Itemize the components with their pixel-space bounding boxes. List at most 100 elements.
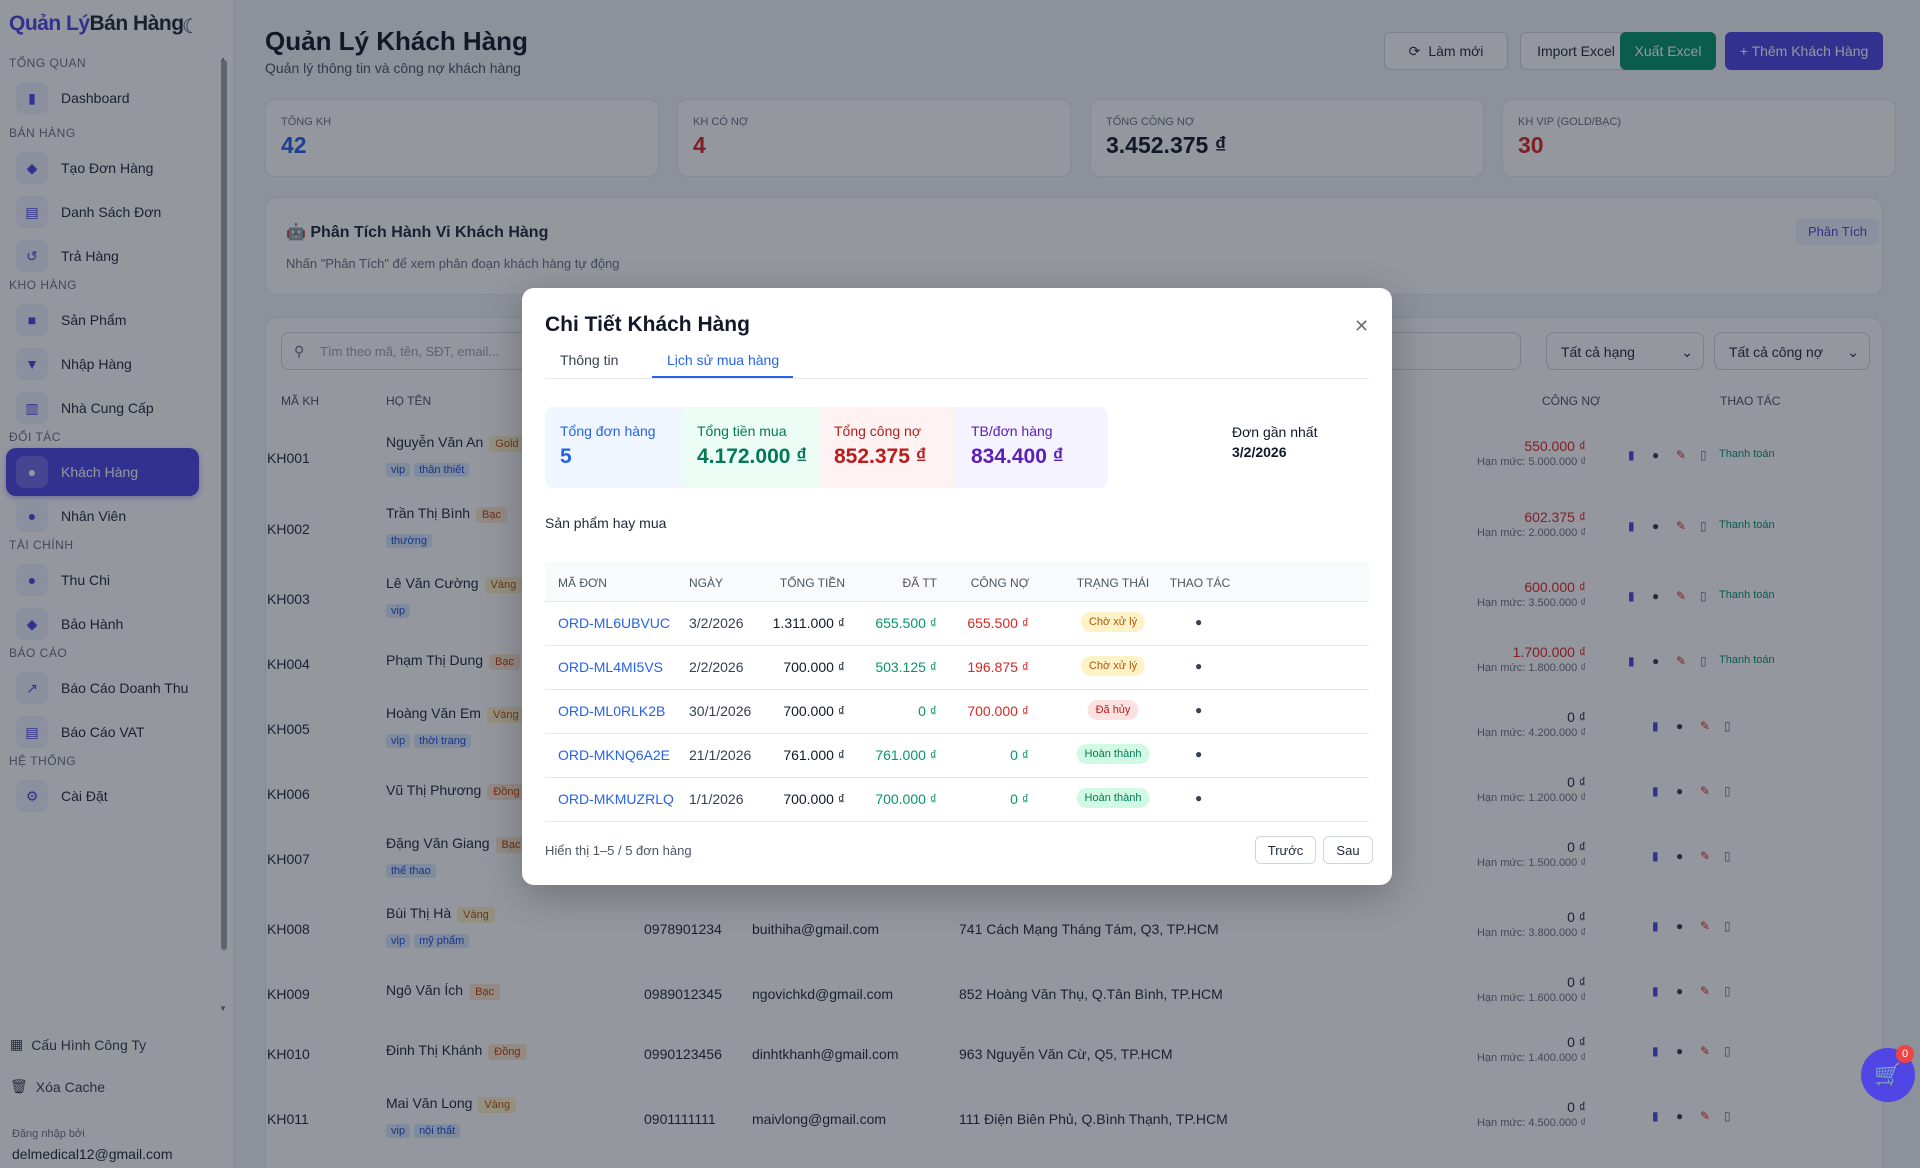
view-order-icon[interactable]: ● <box>1195 615 1203 629</box>
edit-icon[interactable]: ✎ <box>1676 589 1687 603</box>
sidebar-item-12[interactable]: ↺ Trả Hàng <box>6 232 199 280</box>
eye-icon[interactable]: ● <box>1676 984 1684 998</box>
table-row: KH009 Ngô Văn Ích Bạc 0989012345 ngovichkd@g… <box>266 966 1884 1026</box>
rank-filter-select[interactable]: Tất cả hạng ⌄ <box>1546 332 1704 370</box>
sidebar-scrollbar[interactable] <box>221 60 227 950</box>
order-code-link[interactable]: ORD-MKNQ6A2E <box>558 747 671 763</box>
pay-button[interactable]: Thanh toán <box>1719 448 1775 460</box>
scroll-down-arrow[interactable]: ▼ <box>219 1004 227 1013</box>
trash-icon[interactable]: ▯ <box>1724 719 1731 733</box>
view-order-icon[interactable]: ● <box>1195 703 1203 717</box>
sidebar-item-50[interactable]: ↗ Báo Cáo Doanh Thu <box>6 664 199 712</box>
trash-icon[interactable]: ▯ <box>1724 1109 1731 1123</box>
sidebar-item-11[interactable]: ▤ Danh Sách Đơn <box>6 188 199 236</box>
refresh-button[interactable]: ⟳ Làm mới <box>1384 32 1508 70</box>
pay-button[interactable]: Thanh toán <box>1719 519 1775 531</box>
view-order-icon[interactable]: ● <box>1195 791 1203 805</box>
scroll-up-arrow[interactable]: ▲ <box>219 55 227 64</box>
view-order-icon[interactable]: ● <box>1195 747 1203 761</box>
company-config-link[interactable]: ▦ Cấu Hình Công Ty <box>10 1036 146 1053</box>
eye-icon[interactable]: ● <box>1676 849 1684 863</box>
edit-icon[interactable]: ✎ <box>1700 719 1711 733</box>
sidebar-item-21[interactable]: ▼ Nhập Hàng <box>6 340 199 388</box>
chart-icon[interactable]: ▮ <box>1628 519 1635 533</box>
trash-icon[interactable]: ▯ <box>1724 1044 1731 1058</box>
chart-icon[interactable]: ▮ <box>1628 589 1635 603</box>
order-code-link[interactable]: ORD-ML0RLK2B <box>558 703 666 719</box>
chart-icon[interactable]: ▮ <box>1652 784 1659 798</box>
sidebar-item-30[interactable]: ● Khách Hàng <box>6 448 199 496</box>
sidebar-item-10[interactable]: ◆ Tạo Đơn Hàng <box>6 144 199 192</box>
tab-purchase-history[interactable]: Lịch sử mua hàng <box>667 352 780 368</box>
chart-icon[interactable]: ▮ <box>1652 1109 1659 1123</box>
trash-icon[interactable]: ▯ <box>1700 589 1707 603</box>
eye-icon[interactable]: ● <box>1676 1109 1684 1123</box>
edit-icon[interactable]: ✎ <box>1700 1109 1711 1123</box>
sidebar-item-31[interactable]: ● Nhân Viên <box>6 492 199 540</box>
tab-info[interactable]: Thông tin <box>560 352 619 368</box>
sidebar-item-60[interactable]: ⚙ Cài Đặt <box>6 772 199 820</box>
trash-icon[interactable]: ▯ <box>1700 519 1707 533</box>
trash-icon[interactable]: ▯ <box>1700 448 1707 462</box>
eye-icon[interactable]: ● <box>1652 448 1660 462</box>
edit-icon[interactable]: ✎ <box>1700 919 1711 933</box>
sidebar-item-22[interactable]: ▥ Nhà Cung Cấp <box>6 384 199 432</box>
chart-icon[interactable]: ▮ <box>1628 448 1635 462</box>
sidebar-item-51[interactable]: ▤ Báo Cáo VAT <box>6 708 199 756</box>
eye-icon[interactable]: ● <box>1652 654 1660 668</box>
order-code-link[interactable]: ORD-MKMUZRLQ <box>558 791 674 807</box>
edit-icon[interactable]: ✎ <box>1676 519 1687 533</box>
eye-icon[interactable]: ● <box>1676 919 1684 933</box>
edit-icon[interactable]: ✎ <box>1676 448 1687 462</box>
eye-icon[interactable]: ● <box>1676 784 1684 798</box>
trash-icon[interactable]: ▯ <box>1724 984 1731 998</box>
debt-filter-select[interactable]: Tất cả công nợ ⌄ <box>1714 332 1870 370</box>
edit-icon[interactable]: ✎ <box>1700 984 1711 998</box>
pay-button[interactable]: Thanh toán <box>1719 589 1775 601</box>
import-excel-button[interactable]: Import Excel <box>1520 32 1632 70</box>
analyze-button[interactable]: Phân Tích <box>1796 218 1880 245</box>
prev-page-button[interactable]: Trước <box>1255 836 1316 864</box>
add-customer-button[interactable]: + Thêm Khách Hàng <box>1725 32 1883 70</box>
clear-cache-link[interactable]: 🗑 Xóa Cache <box>10 1078 105 1095</box>
dark-mode-icon[interactable]: ☾ <box>182 16 200 38</box>
export-excel-button[interactable]: Xuất Excel <box>1620 32 1716 70</box>
edit-icon[interactable]: ✎ <box>1700 784 1711 798</box>
eye-icon[interactable]: ● <box>1676 719 1684 733</box>
sidebar-item-40[interactable]: ● Thu Chi <box>6 556 199 604</box>
chart-icon[interactable]: ▮ <box>1652 919 1659 933</box>
order-total: 700.000 ₫ <box>783 703 845 719</box>
eye-icon[interactable]: ● <box>1652 589 1660 603</box>
trash-icon[interactable]: ▯ <box>1724 919 1731 933</box>
order-code-link[interactable]: ORD-ML6UBVUC <box>558 615 671 631</box>
edit-icon[interactable]: ✎ <box>1700 849 1711 863</box>
eye-icon[interactable]: ● <box>1676 1044 1684 1058</box>
close-icon[interactable]: ✕ <box>1354 316 1370 336</box>
floating-cart-button[interactable]: 🛒 <box>1861 1048 1915 1102</box>
sidebar-item-20[interactable]: ■ Sản Phẩm <box>6 296 199 344</box>
stat-card: TỔNG CÔNG NỢ 3.452.375 ₫ <box>1090 99 1484 177</box>
sidebar-item-41[interactable]: ◆ Bảo Hành <box>6 600 199 648</box>
view-order-icon[interactable]: ● <box>1195 659 1203 673</box>
edit-icon[interactable]: ✎ <box>1700 1044 1711 1058</box>
next-page-button[interactable]: Sau <box>1323 836 1373 864</box>
order-code-link[interactable]: ORD-ML4MI5VS <box>558 659 664 675</box>
trash-icon[interactable]: ▯ <box>1724 784 1731 798</box>
chart-icon[interactable]: ▮ <box>1652 849 1659 863</box>
trash-icon[interactable]: ▯ <box>1724 849 1731 863</box>
chart-icon[interactable]: ▮ <box>1652 719 1659 733</box>
limit-value: 1.800.000 ₫ <box>1528 662 1586 674</box>
pay-button[interactable]: Thanh toán <box>1719 654 1775 666</box>
app-logo[interactable]: Quản LýBán Hàng <box>9 12 184 35</box>
sidebar-item-label: Nhà Cung Cấp <box>61 400 154 416</box>
edit-icon[interactable]: ✎ <box>1676 654 1687 668</box>
chart-icon[interactable]: ▮ <box>1628 654 1635 668</box>
chart-icon[interactable]: ▮ <box>1652 1044 1659 1058</box>
customer-tag: thân thiết <box>414 463 470 477</box>
order-debt: 196.875 ₫ <box>967 659 1029 675</box>
chart-icon[interactable]: ▮ <box>1652 984 1659 998</box>
rank-badge: Vàng <box>457 907 495 923</box>
sidebar-item-0[interactable]: ▮ Dashboard <box>6 74 199 122</box>
trash-icon[interactable]: ▯ <box>1700 654 1707 668</box>
eye-icon[interactable]: ● <box>1652 519 1660 533</box>
